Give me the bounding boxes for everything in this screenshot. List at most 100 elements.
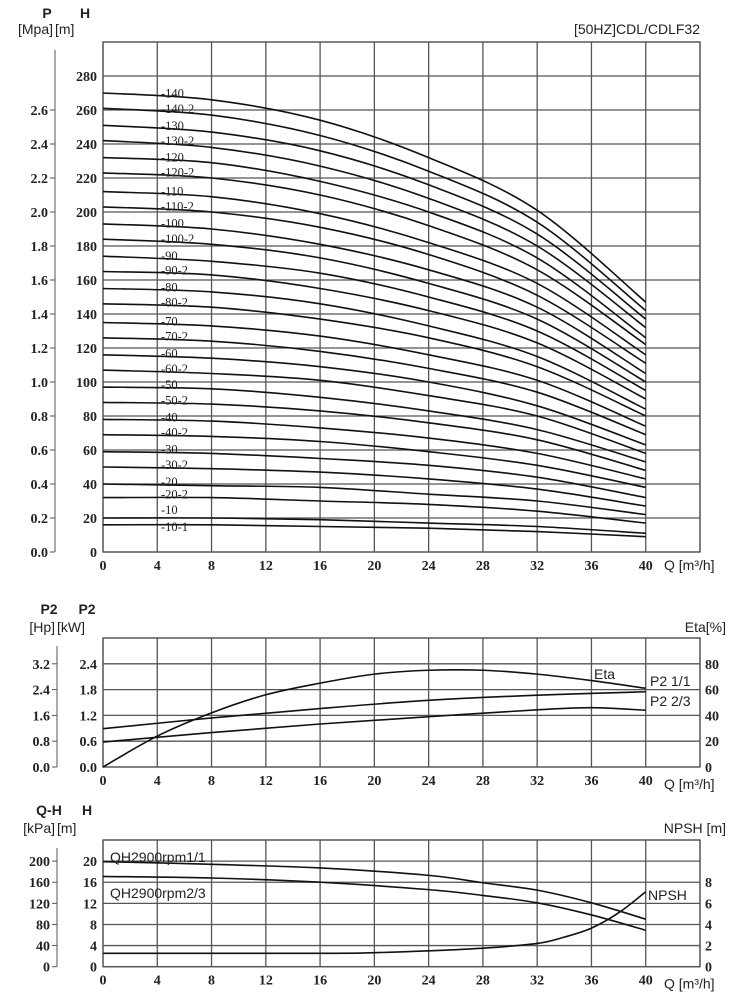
- y2-tick-label: 1.0: [31, 376, 49, 391]
- y2-tick-label: 0.0: [33, 761, 51, 776]
- y-right-axis-title: NPSH [m]: [664, 820, 726, 836]
- y-right-tick-label: 60: [705, 684, 719, 699]
- y-tick-label: 20: [83, 855, 97, 870]
- y2-tick-label: 160: [29, 876, 50, 891]
- x-tick-label: 0: [100, 974, 107, 989]
- y-tick-label: 8: [90, 918, 97, 933]
- y2-axis-title: P2: [40, 601, 57, 617]
- curve-100: [102, 223, 647, 375]
- panel-3: 0 4 8 12 16 20 24 28 32 36 40 Q [m³/h]0481216200408…: [23, 802, 726, 992]
- y2-tick-label: 0.6: [31, 444, 49, 459]
- y-tick-label: 40: [83, 478, 97, 493]
- y-tick-label: 12: [83, 897, 97, 912]
- y-axis-unit: [m]: [55, 21, 74, 37]
- curve-label: -50-2: [161, 393, 188, 407]
- x-tick-label: 16: [313, 774, 327, 789]
- curve-label: -90: [161, 249, 178, 263]
- x-tick-label: 40: [639, 559, 653, 574]
- y2-tick-label: 80: [36, 918, 50, 933]
- y2-tick-label: 2.4: [33, 684, 51, 699]
- curve-20: [102, 483, 646, 516]
- curve-label: -70-2: [161, 330, 188, 344]
- x-tick-label: 12: [259, 774, 273, 789]
- y-tick-label: 0.6: [80, 735, 98, 750]
- panel-2: 0 4 8 12 16 20 24 28 32 36 40 Q [m³/h] 0.0 0.6 1.2 1.8 2…: [29, 601, 726, 792]
- curve-label: -80: [161, 280, 178, 294]
- y-axis-title: P2: [78, 601, 95, 617]
- x-tick-label: 40: [639, 774, 653, 789]
- grid: [102, 41, 701, 553]
- curve-label: -130: [161, 119, 184, 133]
- curve-100-2: [102, 238, 647, 383]
- y-tick-label: 160: [76, 274, 97, 289]
- x-tick-label: 40: [639, 974, 653, 989]
- y-right-tick-label: 4: [705, 918, 712, 933]
- x-tick-label: 8: [208, 974, 215, 989]
- y2-tick-label: 3.2: [33, 658, 51, 673]
- y-tick-label: 4: [90, 940, 97, 955]
- x-axis-label: Q [m³/h]: [664, 976, 715, 992]
- y-tick-label: 0: [90, 961, 97, 976]
- curve-40: [102, 418, 646, 480]
- y-right-tick-label: 0: [705, 761, 712, 776]
- curve-NPSH: [102, 891, 647, 955]
- curve-80-2: [102, 303, 647, 417]
- y2-tick-label: 0.2: [31, 512, 49, 527]
- y-tick-label: 0: [90, 546, 97, 561]
- curve-140: [102, 92, 647, 303]
- curve-130: [102, 124, 647, 320]
- series-label-eta: Eta: [594, 666, 615, 682]
- y-tick-label: 80: [83, 410, 97, 425]
- y-right-tick-label: 6: [705, 897, 712, 912]
- y-right-tick-label: 8: [705, 876, 712, 891]
- curve-label: -20-2: [161, 488, 188, 502]
- y-tick-label: 240: [76, 138, 97, 153]
- curve-10-1: [102, 523, 646, 538]
- x-tick-label: 32: [530, 559, 544, 574]
- curve-50-2: [102, 401, 646, 472]
- curve-P2-2-3: [102, 706, 646, 743]
- curve-120-2: [102, 172, 647, 346]
- x-tick-label: 28: [476, 974, 490, 989]
- y-tick-label: 16: [83, 876, 97, 891]
- y2-tick-label: 120: [29, 897, 50, 912]
- x-tick-label: 16: [313, 974, 327, 989]
- y-tick-label: 120: [76, 342, 97, 357]
- y2-tick-label: 0: [43, 961, 50, 976]
- curve-label: -120-2: [161, 166, 194, 180]
- curve-label: -70: [161, 314, 178, 328]
- y-right-tick-label: 20: [705, 735, 719, 750]
- y-tick-label: 180: [76, 240, 97, 255]
- curve-90-2: [102, 270, 647, 400]
- curve-30-2: [102, 466, 646, 507]
- plot-frame: [102, 839, 701, 968]
- x-tick-label: 12: [259, 974, 273, 989]
- curve-90: [102, 255, 647, 392]
- grid: [102, 637, 701, 768]
- curve-label: -10: [161, 503, 178, 517]
- x-tick-label: 24: [422, 974, 436, 989]
- y-tick-label: 280: [76, 70, 97, 85]
- curve-label: -120: [161, 150, 184, 164]
- y-right-tick-label: 80: [705, 658, 719, 673]
- curve-60-2: [102, 369, 646, 455]
- curve-P2-1-1: [102, 690, 646, 730]
- curve-20-2: [102, 496, 646, 524]
- y-tick-label: 1.8: [80, 684, 98, 699]
- x-tick-label: 36: [584, 774, 598, 789]
- curve-label: -130-2: [161, 134, 194, 148]
- series-label-qh-1-1: QH2900rpm1/1: [110, 849, 206, 865]
- curve-30: [102, 450, 646, 499]
- y-tick-label: 1.2: [80, 709, 98, 724]
- y-tick-label: 260: [76, 104, 97, 119]
- x-tick-label: 24: [422, 559, 436, 574]
- curve-label: -20: [161, 475, 178, 489]
- x-tick-label: 0: [100, 559, 107, 574]
- x-tick-label: 28: [476, 774, 490, 789]
- x-tick-label: 4: [154, 774, 161, 789]
- x-tick-label: 36: [584, 974, 598, 989]
- curve-50: [102, 386, 646, 463]
- y2-tick-label: 1.6: [31, 274, 49, 289]
- curve-label: -110: [161, 184, 183, 198]
